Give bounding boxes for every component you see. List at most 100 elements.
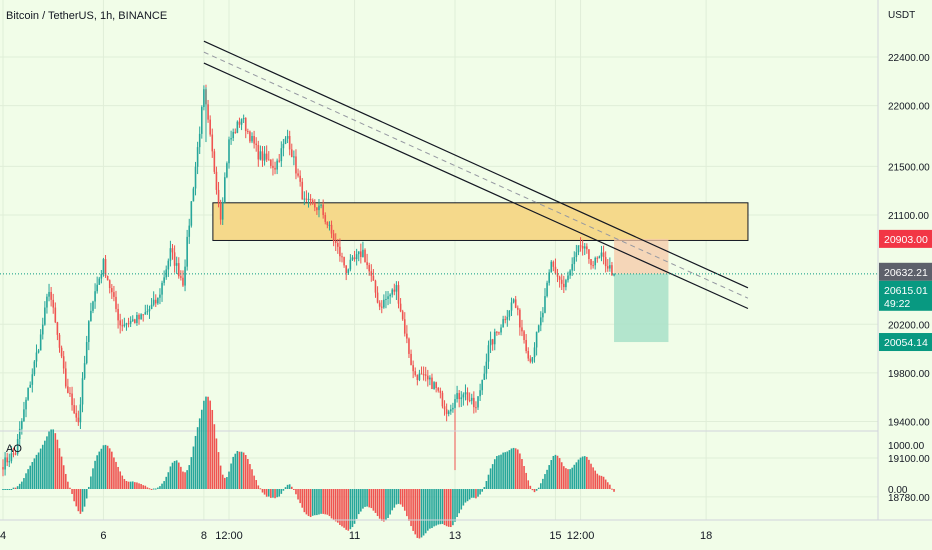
ao-bar	[364, 489, 366, 507]
candle-body	[219, 202, 222, 220]
candle-body	[426, 375, 429, 380]
candle-body	[265, 153, 268, 160]
candle-body	[90, 310, 92, 322]
candle-body	[590, 259, 592, 266]
ao-bar	[108, 448, 111, 489]
ao-bar	[146, 487, 149, 489]
candle-body	[129, 320, 132, 324]
candle-body	[475, 407, 477, 409]
candle-body	[142, 314, 145, 316]
candle-body	[399, 303, 402, 312]
candle-body	[6, 457, 8, 463]
time-tick-label: 12:00	[215, 530, 243, 542]
candle-body	[592, 265, 594, 267]
candle-body	[586, 246, 588, 250]
candle-body	[60, 347, 63, 357]
ao-bar	[577, 459, 580, 489]
ao-bar	[62, 465, 65, 489]
ao-bar	[92, 468, 94, 489]
ao-bar	[571, 467, 573, 489]
ao-bar	[39, 448, 42, 489]
ao-indicator-label[interactable]: AO	[6, 443, 22, 455]
ao-bar	[462, 489, 465, 506]
price-label-tag	[879, 262, 932, 281]
ao-bar	[163, 481, 165, 489]
candle-body	[280, 148, 283, 162]
candle-body	[2, 467, 4, 470]
ao-bar	[140, 484, 142, 489]
ao-bar	[282, 489, 285, 491]
time-axis[interactable]: 4 6 8 12:00 11 13 15 12:00 18	[0, 530, 712, 542]
symbol-title[interactable]: Bitcoin / TetherUS, 1h, BINANCE	[6, 10, 168, 22]
candle-body	[123, 324, 126, 327]
candle-body	[297, 173, 299, 176]
price-label-text: 20615.01	[884, 285, 928, 297]
ao-bar	[75, 489, 78, 507]
candle-body	[313, 202, 316, 208]
ao-bar	[142, 485, 145, 489]
candle-body	[10, 453, 13, 462]
ao-bar	[131, 481, 134, 489]
candle-body	[383, 299, 385, 308]
time-tick-label: 13	[449, 530, 461, 542]
ao-bar	[182, 471, 184, 489]
candle-body	[94, 291, 96, 302]
resistance-zone-rect[interactable]	[212, 202, 749, 241]
ao-bar	[303, 489, 306, 513]
candle-body	[328, 224, 331, 226]
ao-bar	[433, 489, 435, 527]
candle-body	[527, 350, 530, 359]
ao-bar	[251, 469, 253, 489]
take-profit-area[interactable]	[614, 273, 669, 343]
trend-channel[interactable]	[203, 40, 749, 310]
ao-bar	[52, 429, 55, 489]
ao-bar	[234, 453, 237, 489]
candle-body	[502, 319, 504, 328]
ao-bar	[410, 489, 412, 527]
ao-bar	[249, 464, 251, 489]
candle-body	[351, 257, 354, 260]
ao-bar	[54, 433, 57, 489]
ao-bar	[8, 489, 11, 490]
ao-bar	[209, 400, 211, 489]
candle-body	[8, 461, 11, 463]
candle-body	[573, 257, 576, 265]
ao-bar	[104, 444, 107, 489]
short-position-tool[interactable]	[614, 238, 669, 343]
candle-body	[387, 296, 389, 300]
ao-bar	[341, 489, 343, 527]
candle-body	[267, 159, 270, 161]
candle-body	[54, 307, 57, 323]
channel-lower-line[interactable]	[203, 62, 749, 310]
candle-body	[288, 135, 291, 150]
ao-bar	[113, 457, 115, 489]
candle-body	[364, 249, 366, 263]
candle-body	[73, 405, 75, 414]
ao-bar	[276, 489, 278, 498]
candle-body	[341, 256, 343, 258]
candle-body	[35, 352, 38, 362]
ao-bar	[326, 489, 329, 515]
ao-bar	[67, 481, 69, 489]
ao-bar	[475, 489, 477, 499]
price-scale[interactable]: 22400.00 22000.00 21500.00 21100.00 20200.00…	[888, 53, 930, 504]
ao-bar	[535, 489, 538, 491]
ao-bar	[165, 476, 168, 489]
candle-body	[242, 117, 245, 120]
channel-upper-line[interactable]	[203, 40, 749, 289]
candle-body	[380, 306, 383, 308]
ao-bar	[504, 452, 507, 489]
candle-body	[539, 317, 542, 326]
ao-bar	[529, 485, 532, 489]
ao-bar	[531, 489, 534, 491]
ao-scale[interactable]: 1000.00 0.00	[888, 441, 925, 496]
candle-body	[39, 334, 42, 351]
channel-mid-line[interactable]	[203, 51, 749, 299]
candle-body	[98, 278, 101, 285]
ao-bar	[207, 396, 209, 489]
resistance-zone[interactable]	[212, 202, 749, 241]
candle-body	[167, 260, 170, 270]
ao-bar	[347, 489, 350, 531]
